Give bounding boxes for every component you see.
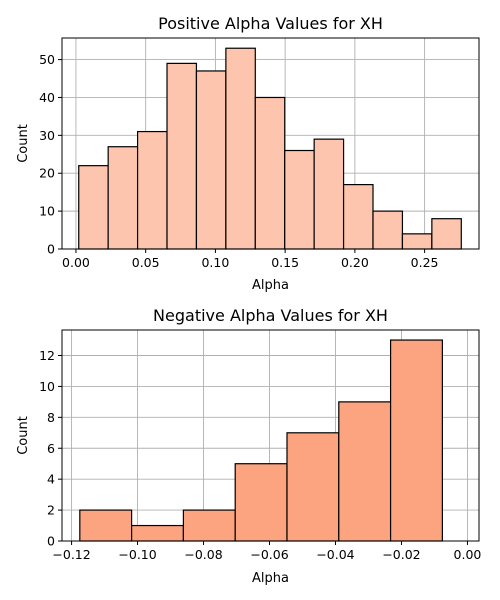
chart-negative-alpha: Negative Alpha Values for XH −0.12 −0.10−…	[16, 306, 481, 586]
histogram-bar	[234, 463, 288, 542]
histogram-bar	[225, 47, 256, 250]
x-axis-label: Alpha	[252, 278, 289, 293]
x-tick-label: 0.00	[454, 547, 482, 562]
histogram-bar	[79, 509, 133, 542]
histogram-bar	[372, 210, 404, 250]
plot-frame	[61, 329, 480, 542]
histogram-bar	[338, 401, 392, 542]
x-tick-label: −0.10	[118, 547, 156, 562]
y-tick-label: 6	[47, 441, 55, 456]
plot-frame	[61, 37, 480, 250]
x-tick-label: −0.12	[52, 547, 90, 562]
y-tick-label: 10	[39, 204, 55, 219]
y-tick-label: 0	[47, 534, 55, 549]
bars	[78, 47, 462, 250]
x-tick-label: 0.20	[341, 255, 369, 270]
bars	[79, 339, 443, 542]
x-tick-label: 0.25	[411, 255, 439, 270]
histogram-bar	[342, 184, 374, 250]
x-tick-label: 0.00	[62, 255, 90, 270]
y-tick-label: 4	[47, 472, 55, 487]
chart-positive-alpha: Positive Alpha Values for XH 0.00 0.05 0.1…	[16, 14, 480, 293]
chart-title: Negative Alpha Values for XH	[153, 306, 388, 325]
histogram-bar	[107, 146, 139, 250]
x-tick-label: 0.05	[132, 255, 160, 270]
x-tick-label: −0.04	[316, 547, 354, 562]
y-tick-label: 50	[39, 52, 55, 67]
histogram-bar	[195, 70, 227, 250]
x-axis-label: Alpha	[252, 571, 289, 586]
x-ticks: 0.00 0.05 0.10 0.15 0.20 0.25	[62, 249, 439, 270]
histogram-bar	[313, 138, 345, 250]
x-tick-label: −0.06	[250, 547, 288, 562]
x-tick-label: 0.15	[271, 255, 299, 270]
histogram-bar	[431, 218, 462, 250]
y-ticks: 0 2 4 6 8 10 12	[39, 348, 62, 549]
x-tick-label: 0.10	[201, 255, 229, 270]
histogram-bar	[389, 339, 443, 542]
histogram-bar	[286, 432, 340, 542]
histogram-bar	[284, 149, 315, 250]
y-tick-label: 30	[39, 128, 55, 143]
histogram-bar	[136, 130, 168, 250]
y-tick-label: 12	[39, 348, 55, 363]
y-axis-label: Count	[16, 416, 31, 455]
x-tick-label: −0.08	[184, 547, 222, 562]
y-tick-label: 40	[39, 90, 55, 105]
x-ticks: −0.12 −0.10 −0.08 −0.06 −0.04 −0.02 0.00	[52, 541, 481, 562]
histogram-bar	[166, 62, 198, 250]
y-tick-label: 2	[47, 503, 55, 518]
x-tick-label: −0.02	[382, 547, 420, 562]
histogram-bar	[401, 233, 433, 250]
histogram-bar	[254, 96, 286, 250]
y-tick-label: 8	[47, 410, 55, 425]
histogram-bar	[182, 509, 236, 542]
y-tick-label: 0	[47, 242, 55, 257]
histogram-bar	[131, 524, 185, 542]
y-ticks: 0 10 20 30 40 50	[39, 52, 62, 257]
y-axis-label: Count	[16, 124, 31, 163]
y-tick-label: 10	[39, 379, 55, 394]
histogram-bar	[78, 165, 109, 250]
chart-title: Positive Alpha Values for XH	[158, 14, 383, 33]
y-tick-label: 20	[39, 166, 55, 181]
